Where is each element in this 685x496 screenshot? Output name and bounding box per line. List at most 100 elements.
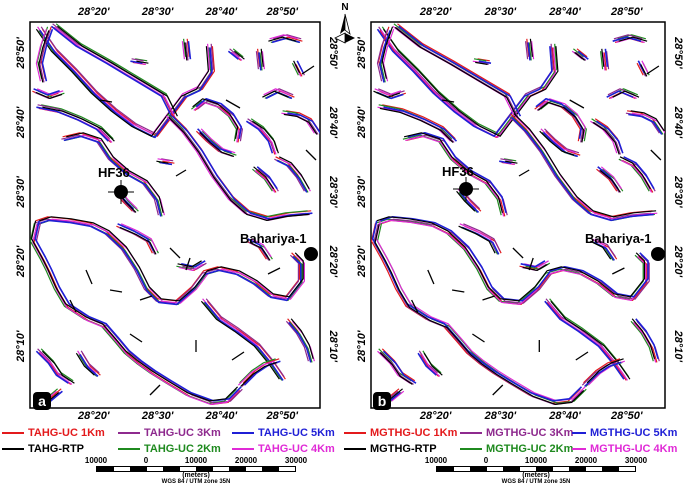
left-tick-label: 28°20' [356,245,368,278]
lineament-segment [613,34,643,40]
lineament-segment [513,113,657,218]
lineament-segment [545,130,581,156]
lineament-segment [35,216,301,302]
top-tick-label: 28°40' [548,6,581,18]
lineament-segment [601,48,605,67]
lineament-segment [296,60,304,74]
lineament-segment [41,104,114,140]
rtp-lineament-segment [650,149,662,161]
right-tick-label: 28°30' [327,175,339,208]
lineament-segment [381,26,394,79]
lineament-segment [268,36,297,42]
legend-b-swatch-4 [572,448,586,450]
lineament-segment [191,100,237,142]
lineament-segment [33,88,60,96]
north-arrow-label: N [341,2,348,13]
rtp-lineament-segment [518,169,530,177]
lineament-segment [165,115,307,220]
lineament-segment [273,34,302,40]
lineament-segment [41,28,54,82]
lineament-segment [35,28,209,137]
legend-b-swatch-rtp [344,448,366,450]
legend-a-item-4: TAHG-UC 4Km [232,443,335,455]
lineament-segment [618,36,648,42]
panel-b-scale-bar: 10000 0 10000 20000 30000 (meters) WGS 8… [425,456,647,485]
lineament-segment [630,320,654,362]
lineament-segment [423,352,443,376]
lineament-segment [576,48,588,58]
lineament-segment [78,354,98,377]
lineament-segment [595,120,624,154]
lineament-segment [49,390,63,402]
lineament-segment [41,350,75,384]
lineament-segment [623,156,655,190]
lineament-segment [38,30,50,83]
lineament-segment [508,115,652,220]
lineament-segment [287,112,320,134]
lineament-segment [35,29,47,82]
left-tick-label: 28°40' [15,106,27,139]
lineament-segment [63,135,162,217]
legend-a-swatch-2 [118,448,140,450]
scale-a-projection: WGS 84 / UTM zone 35N [161,479,231,485]
rtp-lineament-segment [169,247,181,259]
panel-b-well-hf36: HF36 [442,164,479,201]
right-tick-label: 28°50' [672,36,684,69]
lineament-segment [379,107,454,143]
lineament-segment [40,26,214,135]
lineament-segment [599,169,621,193]
lineament-segment [177,260,202,268]
lineament-segment [375,220,586,402]
lineament-segment [278,156,310,190]
scale-a-tick: 10000 [184,456,208,465]
lineament-segment [79,353,99,377]
rtp-lineament-segment [411,299,419,313]
lineament-segment [520,260,546,268]
lineament-segment [288,321,312,363]
lineament-segment [178,263,204,271]
lineament-segment [199,131,235,157]
lineament-segment [376,216,645,302]
lineament-segment [394,26,518,118]
lineament-segment [603,52,607,71]
lineament-segment [505,160,518,164]
lineament-segment [539,130,575,156]
lineament-segment [378,88,405,96]
panel-a-bahariya-label: Bahariya-1 [240,231,306,246]
panel-a-hf36-label: HF36 [98,165,130,180]
rtp-lineament-segment [451,289,465,293]
rtp-lineament-segment [109,289,123,293]
scale-b-projection: WGS 84 / UTM zone 35N [501,479,571,485]
rtp-lineament-segment [267,267,281,275]
lineament-segment [628,113,663,135]
lineament-segment [575,51,587,61]
lineament-segment [36,219,302,306]
panel-b-hf36-label: HF36 [442,164,474,179]
legend-b-item-5: MGTHG-UC 5Km [572,427,677,439]
panel-b-well-bahariya: Bahariya-1 [585,231,665,261]
rtp-lineament-segment [139,295,153,301]
lineament-segment [525,41,529,60]
lineament-segment [590,240,612,260]
lineament-segment [635,318,659,360]
legend-b-label-4: MGTHG-UC 4Km [590,443,678,455]
lineament-segment [195,98,242,139]
lineament-segment [259,52,263,71]
legend-a-item-2: TAHG-UC 2Km [118,443,221,455]
right-tick-label: 28°40' [672,106,684,139]
lineament-segment [583,358,621,384]
lineament-segment [136,60,149,64]
lineament-segment [185,42,189,61]
scale-a-tick: 20000 [234,456,258,465]
lineament-segment [285,320,309,362]
legend-b-swatch-1 [344,432,366,434]
lineament-segment [291,62,299,76]
lineament-segment [459,191,480,213]
rtp-lineament-segment [225,99,241,109]
scale-b-tick: 20000 [574,456,598,465]
lineament-segment [186,38,190,57]
lineament-segment [66,132,164,213]
panel-b-bahariya-label: Bahariya-1 [585,231,651,246]
lineament-segment [581,360,619,386]
lineament-segment [529,38,533,57]
